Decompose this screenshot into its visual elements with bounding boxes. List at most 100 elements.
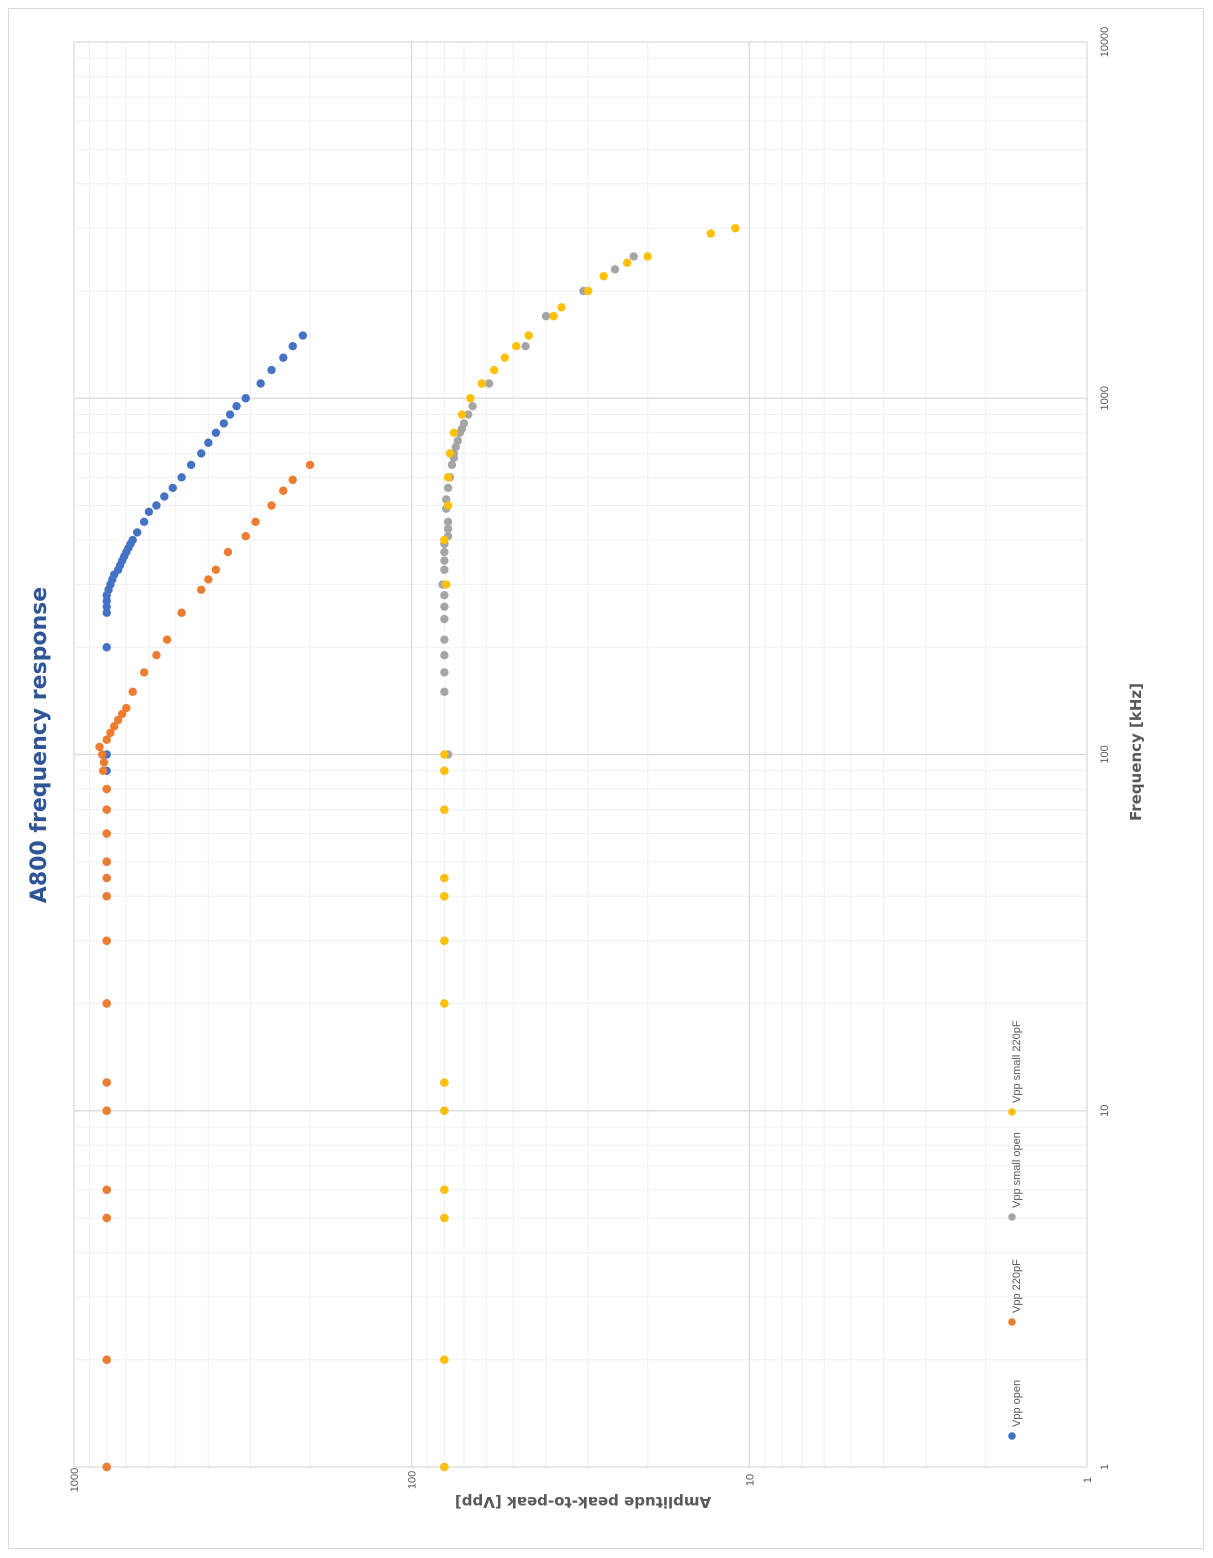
legend-marker <box>1008 1432 1016 1440</box>
y-tick-label: 1000 <box>69 1468 81 1492</box>
data-point <box>298 331 308 340</box>
data-point <box>464 410 473 419</box>
data-point <box>466 394 475 403</box>
y-tick-label: 10 <box>744 1474 756 1486</box>
data-point <box>139 517 149 526</box>
data-point <box>241 394 250 403</box>
data-point <box>102 1462 111 1472</box>
data-point <box>449 428 459 437</box>
data-point <box>267 365 276 375</box>
x-tick-label: 1000 <box>1099 386 1111 410</box>
legend-label: Vpp open <box>1011 1380 1023 1427</box>
data-point <box>204 438 213 447</box>
data-point <box>288 475 297 485</box>
major-gridlines <box>73 41 1088 1468</box>
legend-label: Vpp small open <box>1011 1132 1023 1208</box>
data-point <box>95 742 104 752</box>
data-point <box>139 668 149 677</box>
data-point <box>541 311 551 321</box>
x-tick-label: 100 <box>1099 745 1111 763</box>
data-point <box>440 668 449 677</box>
data-point <box>305 460 315 470</box>
data-point <box>440 936 449 945</box>
data-point <box>267 501 276 510</box>
data-point <box>440 614 449 624</box>
legend-label: Vpp small 220pF <box>1011 1020 1023 1103</box>
data-point <box>442 580 451 589</box>
data-point <box>117 709 127 719</box>
data-point <box>128 687 137 696</box>
data-point <box>443 483 453 493</box>
data-point <box>288 341 297 351</box>
data-points <box>95 224 740 1472</box>
data-point <box>440 602 449 611</box>
data-point <box>102 735 111 744</box>
data-point <box>549 311 558 321</box>
data-point <box>177 608 186 617</box>
data-point <box>102 1106 111 1115</box>
data-point <box>443 473 453 482</box>
legend-label: Vpp 220pF <box>1011 1259 1023 1313</box>
data-point <box>440 1355 449 1364</box>
x-axis-title: Frequency [kHz] <box>1127 683 1145 821</box>
data-point <box>122 703 131 713</box>
data-point <box>232 401 241 411</box>
legend-marker <box>1008 1213 1016 1221</box>
x-tick-label: 10 <box>1099 1105 1111 1117</box>
data-point <box>440 1106 449 1115</box>
data-point <box>162 635 172 644</box>
data-point <box>102 873 111 883</box>
data-point <box>440 1462 449 1472</box>
data-point <box>477 379 486 388</box>
data-point <box>524 331 533 340</box>
x-tick-label: 1 <box>1099 1464 1111 1470</box>
data-point <box>102 784 111 794</box>
data-point <box>102 602 111 611</box>
data-point <box>102 1355 111 1364</box>
data-point <box>197 585 206 594</box>
data-point <box>440 635 449 644</box>
data-point <box>102 1078 111 1087</box>
data-point <box>152 650 161 660</box>
data-point <box>177 473 186 482</box>
data-point <box>225 410 235 419</box>
data-point <box>706 229 716 238</box>
data-point <box>251 517 260 526</box>
data-point <box>110 722 119 731</box>
data-point <box>440 750 449 759</box>
data-point <box>197 449 206 458</box>
data-point <box>440 873 449 883</box>
data-point <box>102 999 111 1008</box>
data-point <box>98 750 107 759</box>
data-point <box>443 501 453 510</box>
data-point <box>440 1185 449 1194</box>
data-point <box>599 272 608 281</box>
data-point <box>440 650 449 660</box>
data-point <box>102 643 111 652</box>
x-tick-label: 10000 <box>1099 27 1111 58</box>
data-point <box>443 517 453 526</box>
data-point <box>211 565 221 574</box>
data-point <box>211 428 221 437</box>
data-point <box>500 353 509 362</box>
legend: Vpp open Vpp 220pF Vpp small open Vpp small… <box>1008 1020 1023 1440</box>
y-tick-label: 1 <box>1082 1477 1094 1483</box>
data-point <box>440 1078 449 1087</box>
data-point <box>440 687 449 696</box>
data-point <box>102 1185 111 1194</box>
data-point <box>610 265 620 274</box>
data-point <box>102 892 111 901</box>
data-point <box>440 590 449 600</box>
chart-frame <box>8 8 1204 1549</box>
data-point <box>557 303 566 312</box>
data-point <box>102 1213 111 1223</box>
data-point <box>484 379 494 388</box>
data-point <box>132 528 142 537</box>
data-point <box>102 936 111 945</box>
data-point <box>241 531 250 541</box>
data-point <box>152 501 161 510</box>
data-point <box>643 252 652 261</box>
data-point <box>468 401 477 411</box>
data-point <box>186 460 196 470</box>
